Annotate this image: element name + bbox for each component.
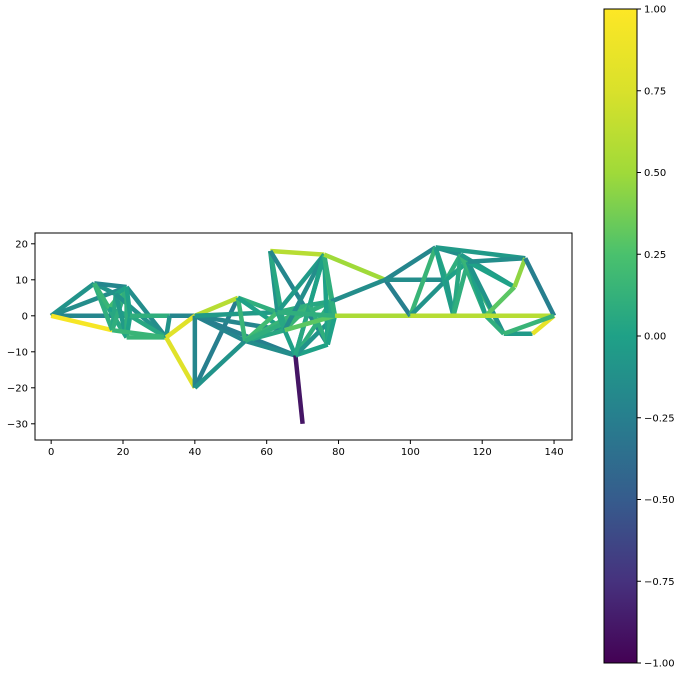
network-edge (111, 327, 167, 340)
network-edge (124, 285, 168, 339)
network-edge (323, 252, 387, 282)
network-edge (329, 300, 338, 317)
x-tick-label: 60 (260, 447, 273, 458)
network-edge (294, 342, 329, 358)
network-edge (408, 246, 438, 317)
network-edge (383, 278, 413, 318)
x-tick-label: 120 (473, 447, 492, 458)
x-tick-label: 80 (332, 447, 345, 458)
colorbar-tick-label: −0.25 (644, 413, 675, 424)
colorbar-tick-label: 0.50 (644, 168, 666, 179)
y-tick-label: 0 (22, 311, 28, 322)
x-tick-label: 100 (401, 447, 420, 458)
network-edge (282, 329, 298, 357)
y-tick-label: 10 (15, 275, 28, 286)
network-edge (244, 338, 297, 358)
network-edge (277, 309, 336, 319)
colorbar-tick-label: −0.75 (644, 577, 675, 588)
colorbar (604, 9, 637, 663)
network-edge (466, 259, 516, 289)
network-edge (49, 281, 96, 318)
network-edge (124, 286, 133, 317)
network-edge (164, 314, 197, 340)
y-axis: 20 10 0 −10 −20 −30 (7, 239, 35, 430)
x-tick-label: 140 (544, 447, 563, 458)
x-tick-label: 0 (48, 447, 54, 458)
colorbar-tick-label: 0.25 (644, 250, 666, 261)
y-tick-label: −30 (7, 419, 28, 430)
network-edge (307, 304, 330, 346)
network-edge (465, 260, 506, 335)
network-edge (164, 336, 197, 389)
network-edge (270, 248, 325, 257)
network-edge (307, 253, 327, 306)
network-edge (129, 313, 168, 340)
y-tick-label: −20 (7, 383, 28, 394)
network-edge (94, 281, 127, 290)
network-edge (275, 311, 287, 332)
network-edge (523, 257, 557, 317)
network-edge (484, 314, 506, 336)
network-edge (467, 255, 526, 265)
colorbar-axis: 1.00 0.75 0.50 0.25 0.00 −0.25 −0.50 −0.75 −1.00 (637, 5, 675, 670)
network-edge (235, 297, 248, 342)
network-edge (383, 245, 437, 282)
colorbar-tick-label: 0.00 (644, 332, 666, 343)
x-tick-label: 40 (188, 447, 201, 458)
y-tick-label: 20 (15, 239, 28, 250)
colorbar-tick-label: 0.75 (644, 86, 666, 97)
network-edge (268, 249, 330, 346)
network-edge (193, 295, 239, 318)
network-edge (193, 339, 247, 390)
network-edge (282, 253, 327, 332)
network-edges (49, 245, 557, 425)
network-edge (275, 253, 326, 314)
network-edge (330, 277, 387, 304)
network-edge (293, 355, 305, 425)
network-edge (268, 250, 287, 331)
colorbar-tick-label: 1.00 (644, 5, 666, 16)
colorbar-tick-label: −0.50 (644, 495, 675, 506)
network-edge (50, 313, 113, 333)
network-edge (325, 315, 338, 346)
colorbar-tick-label: −1.00 (644, 659, 675, 670)
network-edge (512, 257, 528, 288)
plot-frame (34, 232, 573, 441)
x-axis: 0 20 40 60 80 100 120 140 (48, 440, 564, 458)
network-edge (284, 313, 336, 333)
network-edge (502, 313, 555, 336)
network-edge (163, 315, 172, 338)
network-edge (484, 285, 517, 318)
network-edge (408, 278, 448, 318)
y-tick-label: −10 (7, 347, 28, 358)
network-edge (194, 309, 278, 319)
x-tick-label: 20 (117, 447, 130, 458)
network-edge (435, 245, 526, 261)
